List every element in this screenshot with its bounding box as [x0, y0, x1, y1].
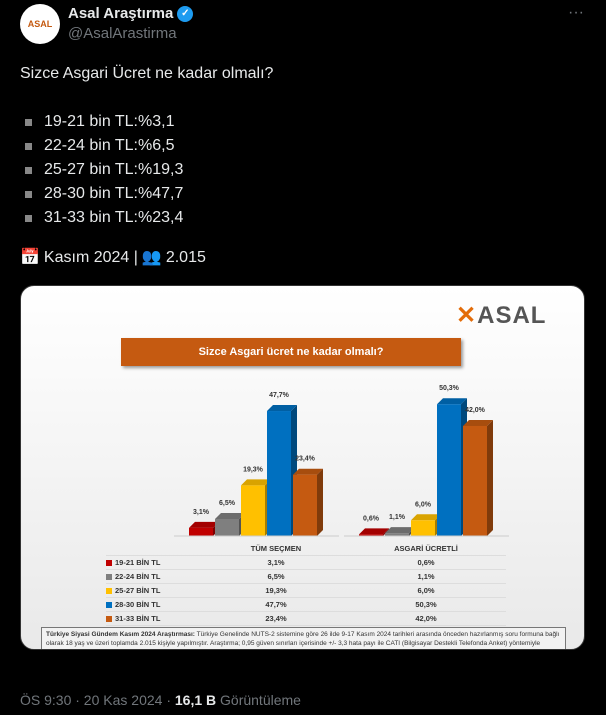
list-item: 19-21 bin TL:%3,1	[20, 110, 273, 134]
tweet-image[interactable]: ✕ASAL Sizce Asgari ücret ne kadar olmalı…	[20, 285, 585, 650]
table-row: 28-30 BİN TL 47,7% 50,3%	[106, 598, 506, 612]
people-icon: 👥	[141, 249, 162, 266]
more-options-icon[interactable]: ···	[568, 4, 584, 21]
table-cell: 42,0%	[415, 614, 437, 623]
bar-top	[437, 398, 467, 405]
tweet-footer: ÖS 9:30 · 20 Kas 2024 · 16,1 B Görüntüle…	[20, 692, 301, 708]
legend-swatch	[106, 601, 112, 608]
data-label: 42,0%	[465, 407, 486, 414]
bar-side	[487, 419, 493, 536]
table-cell: 47,7%	[265, 600, 287, 609]
table-cell: 1,1%	[417, 572, 435, 581]
bar	[385, 533, 409, 536]
list-item-text: 28-30 bin TL:%47,7	[44, 185, 184, 202]
legend-swatch	[106, 573, 112, 580]
bar	[463, 425, 487, 536]
meta-date: Kasım 2024 |	[43, 249, 138, 266]
data-label: 0,6%	[363, 515, 380, 522]
author-name[interactable]: Asal Araştırma ✓	[68, 5, 194, 22]
view-count: 16,1 B	[174, 692, 217, 708]
bar-top	[189, 521, 219, 528]
author-handle[interactable]: @AsalArastirma	[68, 25, 177, 42]
list-item: 22-24 bin TL:%6,5	[20, 134, 273, 158]
bullet-icon	[25, 214, 32, 222]
tweet-text: Sizce Asgari Ücret ne kadar olmalı? 19-2…	[20, 62, 273, 270]
list-item-text: 25-27 bin TL:%19,3	[44, 161, 184, 178]
data-label: 1,1%	[389, 514, 406, 521]
table-row: 22-24 BİN TL 6,5% 1,1%	[106, 570, 506, 584]
table-cell: 0,6%	[417, 558, 435, 567]
asal-logo: ✕ASAL	[456, 302, 547, 329]
table-cell: 23,4%	[265, 614, 287, 623]
list-item-text: 22-24 bin TL:%6,5	[44, 137, 175, 154]
bar	[411, 520, 435, 536]
bar-top	[411, 514, 441, 521]
table-cell: 6,5%	[267, 572, 285, 581]
list-item-text: 31-33 bin TL:%23,4	[44, 209, 184, 226]
bar-top	[215, 512, 245, 519]
bar	[215, 518, 239, 536]
legend-swatch	[106, 587, 112, 594]
legend-swatch	[106, 559, 112, 566]
data-label: 50,3%	[439, 385, 460, 392]
views-label: Görüntüleme	[220, 692, 301, 708]
question: Sizce Asgari Ücret ne kadar olmalı?	[20, 65, 274, 82]
bar	[241, 485, 265, 536]
bar	[359, 534, 383, 536]
legend-label: 28-30 BİN TL	[115, 600, 161, 609]
legend-swatch	[106, 615, 112, 622]
bar-top	[267, 405, 297, 412]
table-cell: 6,0%	[417, 586, 435, 595]
col-header: ASGARİ ÜCRETLİ	[394, 544, 458, 553]
legend-label: 19-21 BİN TL	[115, 558, 161, 567]
bullet-icon	[25, 118, 32, 126]
bar	[293, 474, 317, 536]
bar-top	[293, 468, 323, 475]
data-label: 47,7%	[269, 392, 290, 399]
data-label: 6,0%	[415, 501, 432, 508]
legend-label: 22-24 BİN TL	[115, 572, 161, 581]
note-title: Türkiye Siyasi Gündem Kasım 2024 Araştır…	[46, 631, 195, 638]
methodology-note: Türkiye Siyasi Gündem Kasım 2024 Araştır…	[41, 627, 566, 649]
legend-label: 25-27 BİN TL	[115, 586, 161, 595]
table-cell: 3,1%	[267, 558, 285, 567]
table-row: 19-21 BİN TL 3,1% 0,6%	[106, 556, 506, 570]
bullet-icon	[25, 190, 32, 198]
legend-label: 31-33 BİN TL	[115, 614, 161, 623]
data-label: 3,1%	[193, 509, 210, 516]
table-cell: 19,3%	[265, 586, 287, 595]
data-table: TÜM SEÇMEN ASGARİ ÜCRETLİ 19-21 BİN TL 3,1…	[106, 542, 506, 626]
note-text: Türkiye Genelinde NUTS-2 sistemine göre …	[46, 631, 560, 647]
tweet-meta: 📅 Kasım 2024 | 👥 2.015	[20, 246, 273, 270]
verified-icon: ✓	[177, 5, 194, 22]
chart-title: Sizce Asgari ücret ne kadar olmalı?	[121, 338, 461, 366]
data-label: 19,3%	[243, 466, 264, 473]
bullet-icon	[25, 142, 32, 150]
author-name-text: Asal Araştırma	[68, 5, 174, 22]
list-item: 25-27 bin TL:%19,3	[20, 158, 273, 182]
bullet-icon	[25, 166, 32, 174]
col-header: TÜM SEÇMEN	[250, 544, 302, 553]
timestamp[interactable]: ÖS 9:30 · 20 Kas 2024 ·	[20, 692, 171, 708]
bar-top	[385, 527, 415, 534]
list-item: 31-33 bin TL:%23,4	[20, 206, 273, 230]
bar	[437, 404, 461, 536]
avatar[interactable]: ASAL	[20, 4, 60, 44]
list-item: 28-30 bin TL:%47,7	[20, 182, 273, 206]
table-row: 31-33 BİN TL 23,4% 42,0%	[106, 612, 506, 626]
bar	[267, 411, 291, 536]
table-row: 25-27 BİN TL 19,3% 6,0%	[106, 584, 506, 598]
bar	[189, 527, 213, 536]
table-cell: 50,3%	[415, 600, 437, 609]
list-item-text: 19-21 bin TL:%3,1	[44, 113, 175, 130]
calendar-icon: 📅	[20, 249, 40, 266]
data-label: 6,5%	[219, 500, 236, 507]
data-label: 23,4%	[295, 456, 316, 463]
bar-top	[241, 479, 271, 486]
bar-chart: 3,1% 6,5% 19,3% 47,7% 23,4% 0,6% 1,1% 6,0% 50,3%…	[174, 385, 509, 537]
bar-side	[317, 468, 323, 536]
meta-count: 2.015	[165, 249, 206, 266]
bar-top	[359, 528, 389, 535]
bar-top	[463, 419, 493, 426]
